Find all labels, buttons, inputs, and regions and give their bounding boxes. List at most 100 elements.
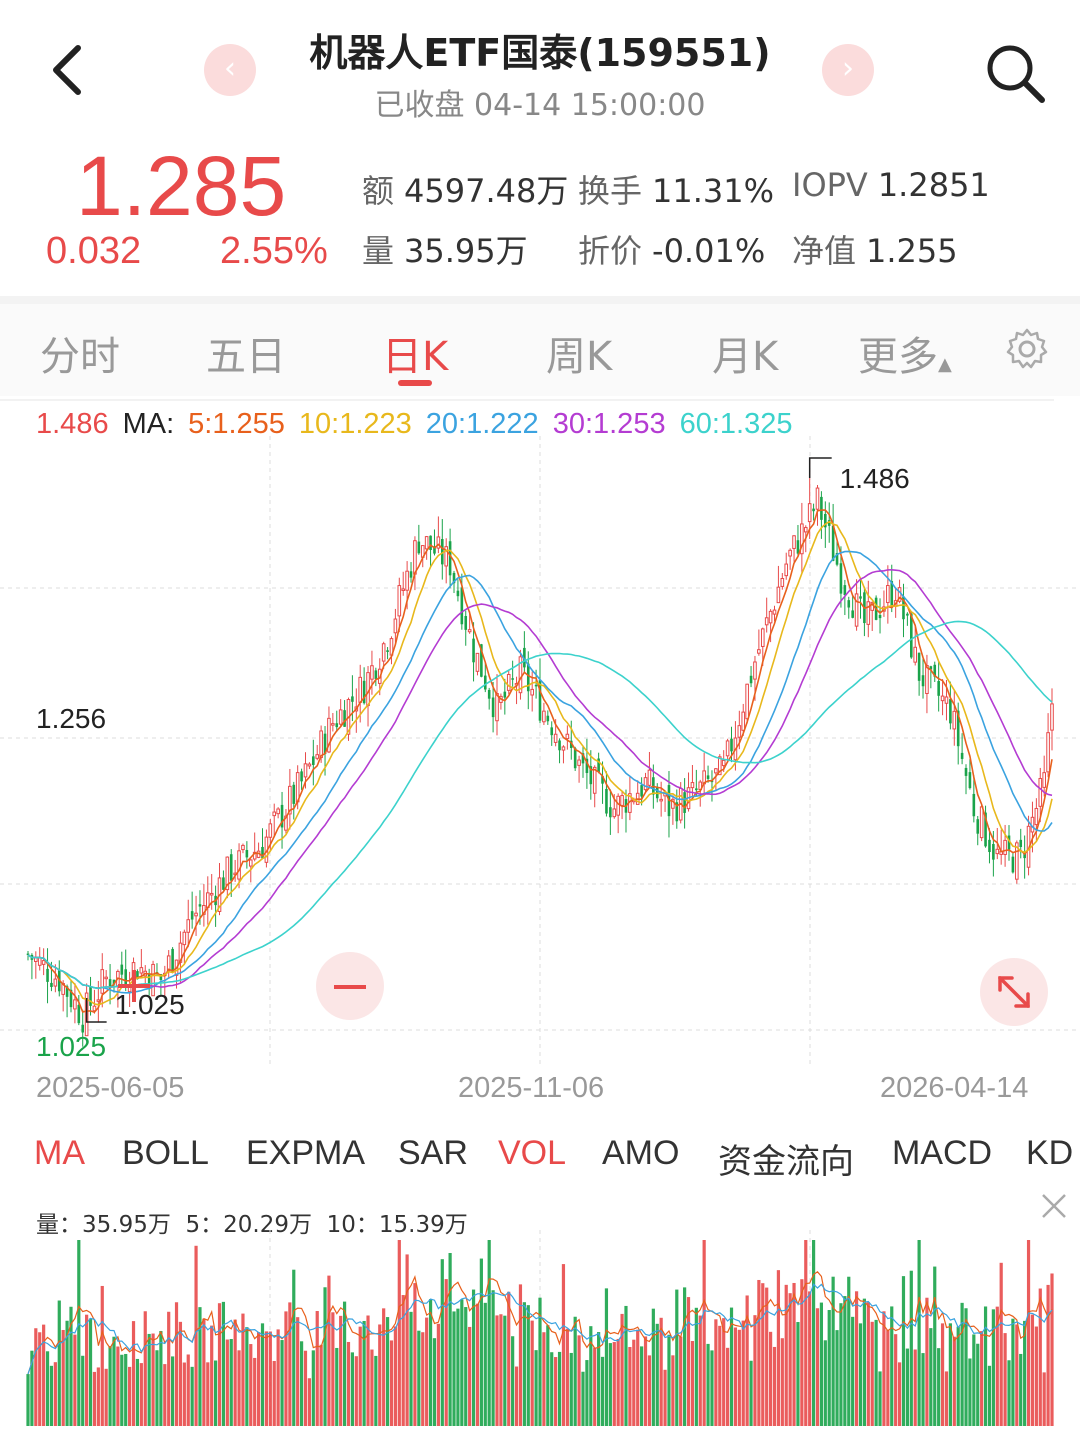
stat-volume-label: 量 [362, 232, 395, 270]
volume-bar [784, 1284, 788, 1426]
indicator-ma[interactable]: MA [34, 1134, 85, 1172]
volume-chart[interactable] [0, 1230, 1080, 1430]
indicator-boll[interactable]: BOLL [122, 1134, 209, 1172]
next-stock-button[interactable]: › [822, 44, 874, 96]
candle [37, 947, 42, 971]
candle [448, 528, 452, 589]
indicator-vol[interactable]: VOL [498, 1134, 567, 1172]
tab-monthly-k[interactable]: 月K [712, 334, 779, 380]
volume-bar [995, 1306, 999, 1426]
candle [999, 829, 1003, 865]
volume-bar [77, 1240, 81, 1426]
candle [772, 605, 777, 622]
volume-bar [589, 1326, 593, 1426]
volume-bar [1038, 1288, 1042, 1426]
close-icon[interactable] [1040, 1192, 1068, 1220]
volume-bar [1019, 1353, 1023, 1426]
volume-bar [354, 1356, 358, 1426]
candle [81, 1009, 85, 1047]
volume-bar [636, 1329, 640, 1426]
volume-bar [1023, 1320, 1027, 1426]
candle [546, 710, 550, 725]
header-bar: ‹ 机器人ETF国泰(159551) 已收盘 04-14 15:00:00 › [0, 0, 1080, 130]
candle [542, 702, 546, 726]
volume-bar [350, 1352, 354, 1426]
prev-stock-button[interactable]: ‹ [204, 44, 256, 96]
volume-bar [452, 1311, 456, 1426]
candle [616, 793, 620, 834]
candle [1007, 825, 1011, 861]
volume-bar [788, 1293, 792, 1426]
volume-bar [155, 1350, 159, 1426]
tab-more[interactable]: 更多▲ [858, 324, 952, 382]
volume-bar [186, 1354, 190, 1426]
candlestick-chart[interactable]: 1.256 1.025 1.486 1.025 [0, 396, 1080, 1068]
volume-bar [710, 1350, 714, 1426]
volume-bar [686, 1297, 691, 1426]
candle [186, 899, 191, 948]
candle [550, 721, 554, 746]
volume-bar [761, 1283, 765, 1426]
candle [1034, 798, 1039, 842]
volume-bar [765, 1287, 769, 1426]
candle [796, 525, 800, 557]
indicator-kd[interactable]: KD [1026, 1134, 1074, 1172]
candle [483, 662, 487, 693]
indicator-sar[interactable]: SAR [398, 1134, 468, 1172]
candle [381, 641, 386, 669]
indicator-expma[interactable]: EXPMA [246, 1134, 366, 1172]
volume-bar [143, 1311, 147, 1426]
stat-turnover-value: 11.31% [652, 172, 775, 210]
tab-intraday[interactable]: 分时 [40, 334, 120, 380]
candle [73, 983, 77, 1024]
indicator-macd[interactable]: MACD [892, 1134, 993, 1172]
candle [854, 579, 859, 631]
gear-icon[interactable] [1004, 326, 1050, 372]
candle [886, 565, 890, 624]
zoom-out-button[interactable] [316, 952, 384, 1020]
volume-bar [534, 1350, 538, 1426]
candle [50, 961, 53, 992]
volume-bar [815, 1308, 820, 1426]
volume-bar [597, 1332, 601, 1426]
volume-bar [757, 1279, 761, 1426]
back-arrow-icon[interactable] [44, 42, 94, 98]
indicator-amo[interactable]: AMO [602, 1134, 680, 1172]
volume-bar [835, 1330, 839, 1426]
candle [952, 690, 957, 746]
tab-five-day[interactable]: 五日 [206, 334, 286, 380]
indicator-money-flow[interactable]: 资金流向 [718, 1143, 854, 1181]
volume-bar [436, 1323, 440, 1426]
candle [902, 583, 905, 638]
volume-bar [894, 1334, 898, 1426]
tab-daily-k[interactable]: 日K [382, 334, 449, 380]
candle [866, 580, 871, 638]
stat-nav-value: 1.255 [866, 232, 958, 270]
volume-ma5-line [27, 1270, 1053, 1375]
volume-bar [866, 1302, 870, 1426]
volume-bar [546, 1325, 550, 1426]
volume-bar [57, 1300, 61, 1426]
volume-bar [49, 1365, 54, 1426]
volume-bar [214, 1360, 218, 1426]
volume-bar [237, 1350, 241, 1426]
volume-bar [342, 1301, 347, 1426]
candle [749, 666, 753, 688]
fullscreen-button[interactable] [980, 958, 1048, 1026]
volume-bar [987, 1365, 992, 1426]
volume-bar [827, 1310, 831, 1426]
volume-bar [1050, 1273, 1054, 1426]
search-icon[interactable] [980, 38, 1050, 108]
candle [389, 636, 394, 665]
volume-bar [495, 1315, 499, 1426]
volume-bar [163, 1364, 167, 1426]
candle [511, 660, 514, 687]
candle [300, 768, 303, 790]
candle [370, 650, 374, 695]
tab-weekly-k[interactable]: 周K [546, 334, 613, 380]
volume-bar [608, 1343, 612, 1426]
volume-bar [616, 1338, 620, 1426]
volume-bar [366, 1315, 370, 1426]
volume-bar [573, 1316, 577, 1426]
expand-icon [998, 976, 1030, 1008]
